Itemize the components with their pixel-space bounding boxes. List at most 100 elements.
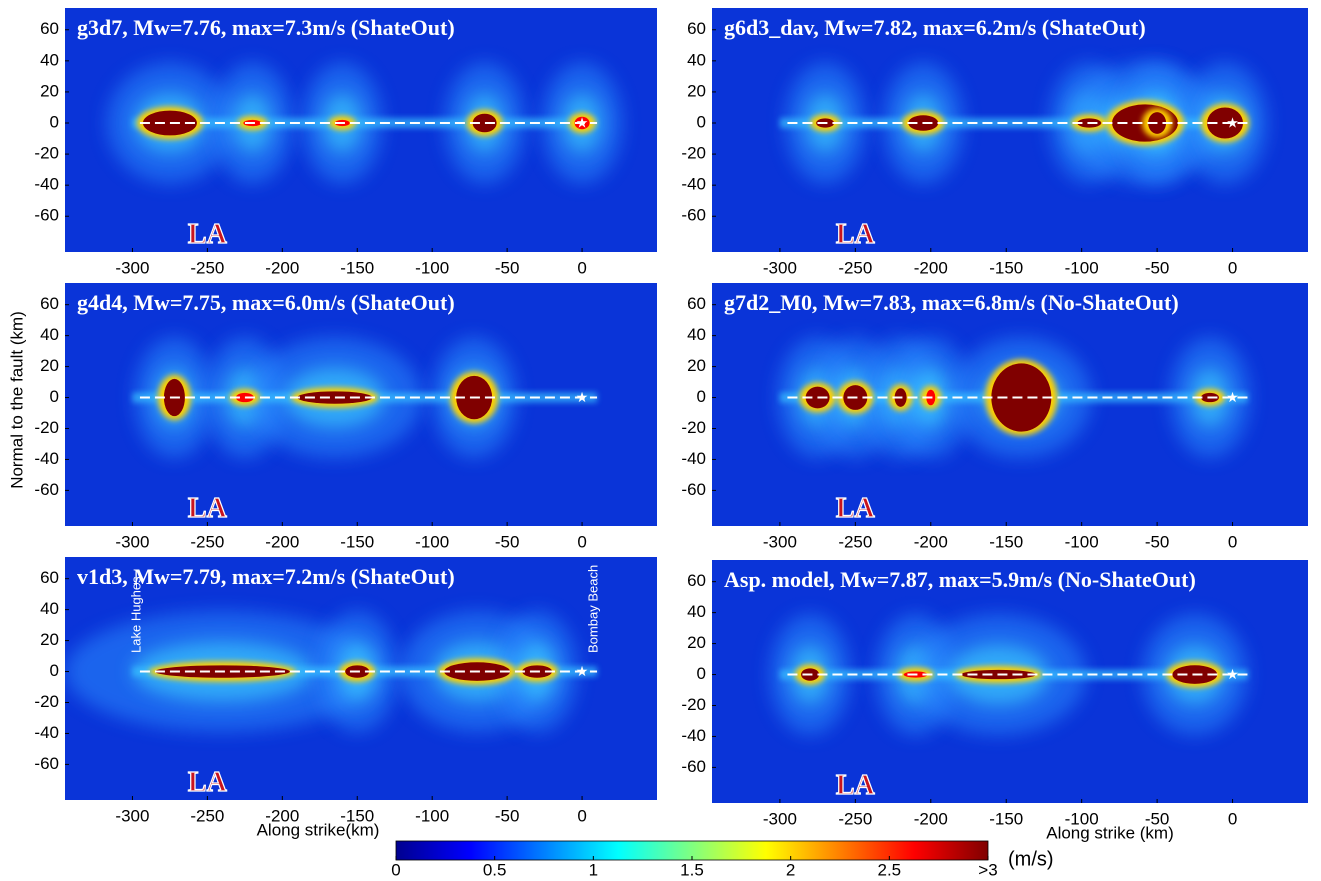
panel-title: g3d7, Mw=7.76, max=7.3m/s (ShateOut)	[77, 15, 455, 40]
y-tick-label: 0	[697, 664, 706, 683]
x-tick-label: -150	[989, 809, 1023, 828]
heatmap: ★	[65, 557, 657, 800]
y-tick-label: -20	[681, 695, 706, 714]
colorbar-tick-label: 1.5	[680, 860, 704, 879]
x-tick-label: -200	[914, 809, 948, 828]
x-tick-label: 0	[577, 806, 586, 825]
panel-title: g6d3_dav, Mw=7.82, max=6.2m/s (ShateOut)	[724, 15, 1146, 40]
y-tick-label: -20	[34, 692, 59, 711]
x-tick-label: -100	[415, 532, 449, 551]
colorbar-tick-label: 2.5	[878, 860, 902, 879]
x-tick-label: -100	[415, 806, 449, 825]
y-tick-label: 0	[50, 112, 59, 131]
y-tick-label: 60	[40, 294, 59, 313]
y-tick-label: 40	[687, 325, 706, 344]
panel-title: g7d2_M0, Mw=7.83, max=6.8m/s (No-ShateOu…	[724, 290, 1179, 315]
y-tick-label: 20	[687, 81, 706, 100]
y-tick-label: -20	[34, 418, 59, 437]
x-tick-label: -250	[190, 532, 224, 551]
x-tick-label: 0	[577, 258, 586, 277]
y-tick-label: -60	[681, 757, 706, 776]
x-tick-label: -200	[265, 532, 299, 551]
x-tick-label: -200	[914, 258, 948, 277]
x-tick-label: 0	[577, 532, 586, 551]
velocity-spot	[142, 110, 197, 136]
x-tick-label: 0	[1228, 809, 1237, 828]
city-label: LA	[188, 767, 228, 798]
y-tick-label: 20	[687, 633, 706, 652]
y-tick-label: 40	[40, 325, 59, 344]
epicenter-star: ★	[1226, 389, 1239, 405]
y-tick-label: 60	[687, 571, 706, 590]
heatmap: ★	[712, 560, 1308, 803]
panel-title: v1d3, Mw=7.79, max=7.2m/s (ShateOut)	[77, 564, 455, 589]
y-tick-label: -60	[34, 206, 59, 225]
x-tick-label: -150	[340, 806, 374, 825]
y-tick-label: 0	[697, 112, 706, 131]
x-tick-label: -250	[838, 258, 872, 277]
y-tick-label: 60	[687, 294, 706, 313]
city-label: LA	[836, 493, 876, 524]
x-tick-label: -150	[340, 258, 374, 277]
colorbar-unit: (m/s)	[1008, 848, 1054, 870]
x-tick-label: -50	[1145, 532, 1170, 551]
x-tick-label: -50	[1145, 809, 1170, 828]
y-tick-label: 0	[50, 661, 59, 680]
x-tick-label: -150	[340, 532, 374, 551]
site-label: Bombay Beach	[585, 565, 600, 653]
x-tick-label: -200	[265, 258, 299, 277]
y-tick-label: -60	[34, 754, 59, 773]
x-tick-label: -100	[415, 258, 449, 277]
x-tick-label: -100	[1065, 809, 1099, 828]
x-tick-label: 0	[1228, 258, 1237, 277]
heatmap: ★	[65, 283, 657, 526]
x-tick-label: -250	[838, 809, 872, 828]
y-tick-label: -60	[681, 206, 706, 225]
site-label: Lake Hughes	[128, 576, 143, 653]
x-axis-label: Along strike (km)	[1046, 823, 1174, 842]
y-tick-label: -60	[34, 480, 59, 499]
x-tick-label: -50	[495, 806, 520, 825]
epicenter-star: ★	[576, 389, 589, 405]
x-tick-label: -150	[989, 532, 1023, 551]
y-axis-label: Normal to the fault (km)	[7, 311, 26, 489]
colorbar-tick-label: 1	[589, 860, 598, 879]
y-tick-label: 20	[40, 356, 59, 375]
y-tick-label: 20	[40, 81, 59, 100]
y-tick-label: -40	[681, 726, 706, 745]
x-tick-label: -250	[190, 806, 224, 825]
colorbar-tick-label: >3	[978, 860, 997, 879]
y-tick-label: -40	[681, 449, 706, 468]
x-tick-label: -200	[265, 806, 299, 825]
colorbar-tick-label: 0	[391, 860, 400, 879]
x-tick-label: -250	[190, 258, 224, 277]
city-label: LA	[188, 493, 228, 524]
x-tick-label: -50	[495, 532, 520, 551]
x-tick-label: -150	[989, 258, 1023, 277]
y-tick-label: 20	[40, 630, 59, 649]
x-tick-label: 0	[1228, 532, 1237, 551]
velocity-spot	[472, 113, 497, 133]
x-axis-label: Along strike(km)	[257, 820, 380, 839]
x-tick-label: -300	[115, 806, 149, 825]
velocity-spot	[297, 391, 373, 404]
y-tick-label: 20	[687, 356, 706, 375]
x-tick-label: -100	[1065, 258, 1099, 277]
y-tick-label: 40	[40, 599, 59, 618]
y-tick-label: -60	[681, 480, 706, 499]
heatmap: ★	[712, 8, 1308, 252]
y-tick-label: -40	[681, 175, 706, 194]
panel-title: Asp. model, Mw=7.87, max=5.9m/s (No-Shat…	[724, 567, 1196, 592]
y-tick-label: -20	[681, 418, 706, 437]
city-label: LA	[188, 219, 228, 250]
y-tick-label: -20	[34, 144, 59, 163]
x-tick-label: -200	[914, 532, 948, 551]
x-tick-label: -300	[115, 258, 149, 277]
y-tick-label: -20	[681, 144, 706, 163]
y-tick-label: 60	[40, 19, 59, 38]
x-tick-label: -100	[1065, 532, 1099, 551]
x-tick-label: -300	[763, 258, 797, 277]
y-tick-label: 40	[687, 602, 706, 621]
epicenter-star: ★	[1226, 666, 1239, 682]
